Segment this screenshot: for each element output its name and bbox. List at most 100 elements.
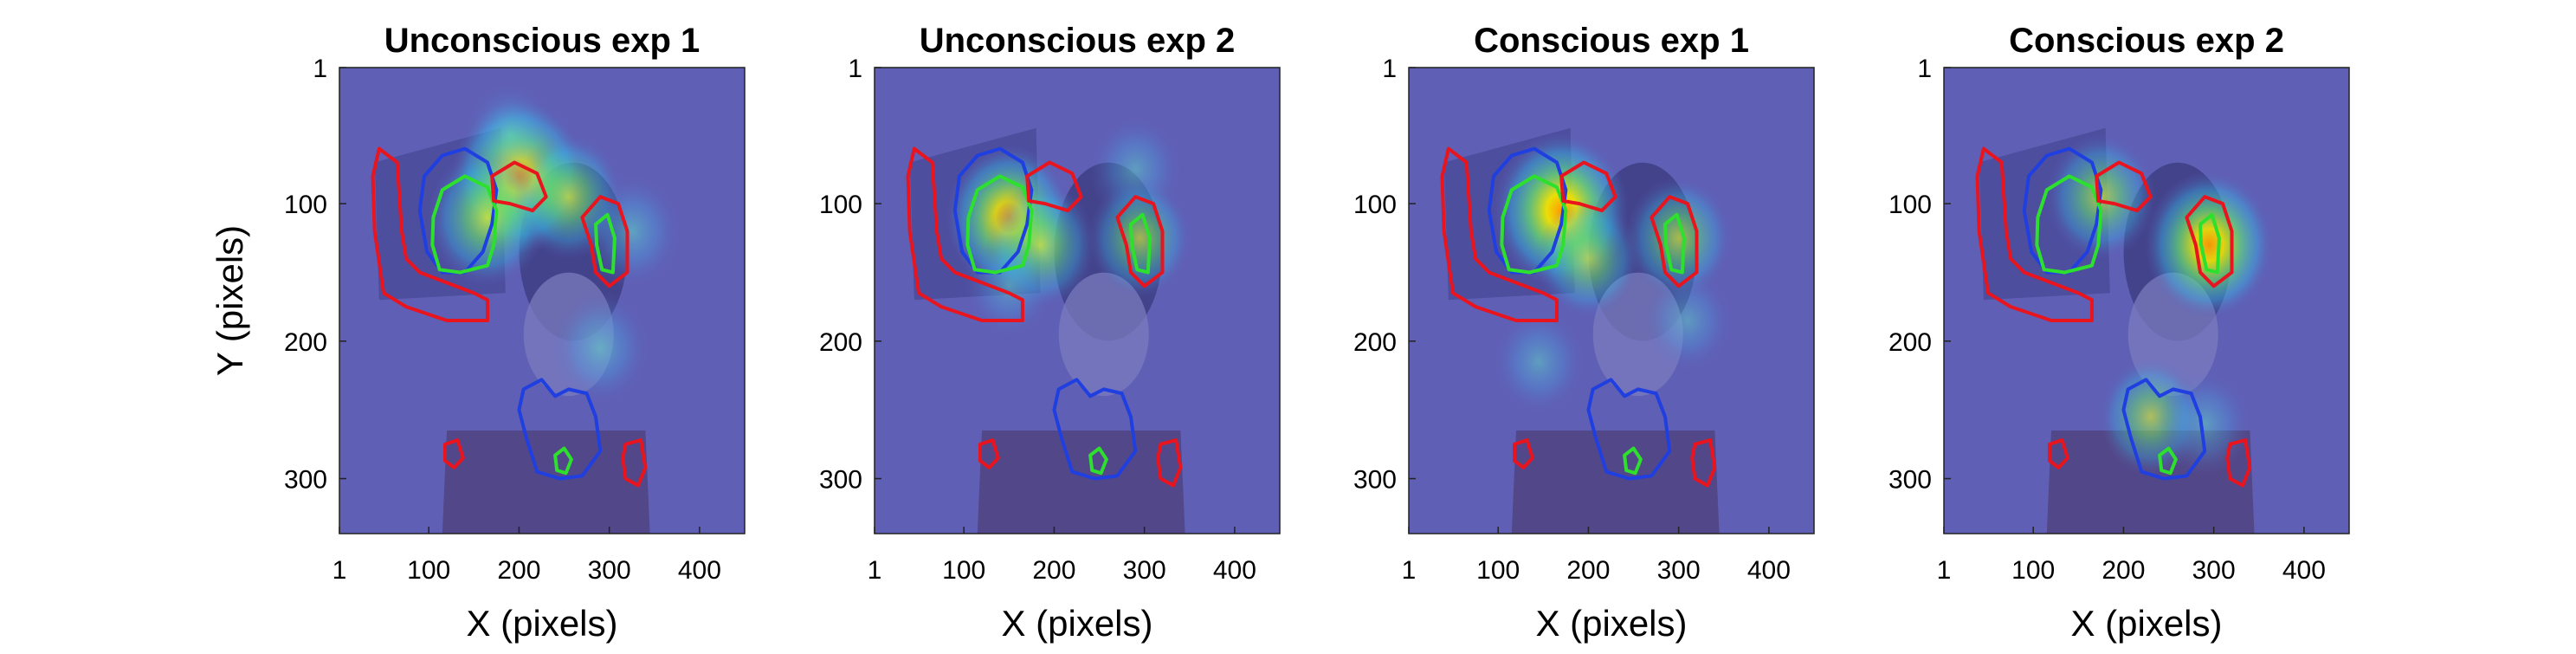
x-tick-label: 100 [407, 556, 450, 585]
contour-green-vase-right [1129, 212, 1152, 275]
panel-3: Conscious exp 1 1 100 200 300 400 1 100 200 300 X … [1353, 22, 1815, 644]
contour-red-vase-right [2185, 195, 2234, 288]
heat-spot-3 [1625, 176, 1733, 300]
x-tick-label: 300 [1123, 556, 1166, 585]
contour-blue-bowl [1586, 378, 1672, 481]
contour-red-stool-right [2225, 438, 2252, 488]
x-tick-label: 1 [332, 556, 347, 585]
panel-4: Conscious exp 2 1 100 200 300 400 1 100 200 300 X … [1888, 22, 2350, 644]
heatmap-layer [906, 114, 1192, 534]
contour-red-stool-left [442, 438, 465, 469]
y-tick-label: 1 [1382, 55, 1397, 83]
x-tick-label: 300 [1657, 556, 1701, 585]
scene-stool [442, 430, 650, 534]
heatmap-layer [1975, 127, 2274, 534]
x-tick-label: 1 [1937, 556, 1952, 585]
axes-box [1943, 67, 2350, 534]
x-tick-label: 400 [2282, 556, 2326, 585]
y-axis-label: Y (pixels) [210, 225, 250, 376]
contour-red-vase-right [1115, 195, 1165, 288]
axes-box [1408, 67, 1815, 534]
x-tick-label: 100 [942, 556, 985, 585]
x-axis-label: X (pixels) [466, 603, 617, 644]
x-tick-label: 100 [1476, 556, 1520, 585]
contour-red-frame-left [1440, 146, 1559, 323]
scene-stool [1511, 430, 1720, 534]
contour-red-stool-left [978, 438, 1000, 469]
y-tick-label: 300 [284, 466, 327, 495]
contour-red-stool-left [2047, 438, 2069, 469]
panel-title: Conscious exp 2 [2009, 22, 2284, 60]
x-tick-label: 200 [1032, 556, 1075, 585]
contour-green-bowl [1623, 446, 1643, 476]
contour-green-vase-right [2198, 212, 2221, 275]
contour-green-painting [430, 174, 499, 275]
scene-vase [1058, 272, 1149, 397]
axes-box [874, 67, 1281, 534]
contour-green-vase-right [1663, 212, 1686, 275]
heat-spot-4 [1088, 178, 1192, 298]
contour-green-painting [965, 174, 1034, 275]
heat-spot-5 [963, 233, 1055, 339]
y-tick-label: 300 [1353, 466, 1397, 495]
scene-stool [977, 430, 1185, 534]
x-tick-label: 400 [1213, 556, 1256, 585]
y-tick-label: 300 [819, 466, 862, 495]
x-tick-label: 1 [868, 556, 882, 585]
contour-blue-bowl [517, 378, 603, 481]
contour-green-bowl [1088, 446, 1108, 476]
y-tick-label: 200 [1888, 328, 1932, 357]
y-tick-label: 100 [284, 191, 327, 219]
heat-spot-4 [581, 173, 682, 289]
heat-spot-6 [462, 81, 558, 190]
contour-green-vase-right [594, 212, 617, 275]
contour-green-bowl [2158, 446, 2178, 476]
x-axis-label: X (pixels) [1001, 603, 1152, 644]
y-tick-label: 300 [1888, 466, 1932, 495]
contour-red-painting-right [1025, 160, 1083, 213]
contour-red-frame-left [371, 146, 489, 323]
contour-red-frame-left [906, 146, 1024, 323]
y-tick-label: 1 [848, 55, 862, 83]
panel-1: Unconscious exp 1 1 100 200 300 400 1 100 200 300… [210, 22, 746, 644]
y-tick-label: 100 [819, 191, 862, 219]
contour-red-painting-right [1559, 160, 1617, 213]
heat-spot-2 [2145, 171, 2274, 320]
heat-spot-5 [550, 290, 651, 406]
contour-red-painting-right [2095, 160, 2153, 213]
contour-red-vase-right [580, 195, 629, 288]
contour-red-frame-left [1975, 146, 2094, 323]
x-tick-label: 300 [588, 556, 631, 585]
heat-spot-5 [1642, 268, 1733, 373]
contour-red-painting-right [490, 160, 548, 213]
y-tick-label: 1 [313, 55, 327, 83]
contour-red-stool-right [621, 438, 648, 488]
contour-green-painting [2035, 174, 2103, 275]
panel-title: Unconscious exp 1 [384, 22, 700, 60]
panel-title: Unconscious exp 2 [920, 22, 1236, 60]
x-axis-label: X (pixels) [2070, 603, 2222, 644]
contour-blue-bowl [1052, 378, 1138, 481]
panel-2: Unconscious exp 2 1 100 200 300 400 1 100 200 300… [819, 22, 1281, 644]
panel-title: Conscious exp 1 [1474, 22, 1749, 60]
x-tick-label: 300 [2192, 556, 2236, 585]
y-tick-label: 100 [1888, 191, 1932, 219]
contour-red-stool-right [1156, 438, 1183, 488]
heat-spot-2 [1536, 198, 1641, 319]
contour-blue-bowl [2121, 378, 2207, 481]
y-tick-label: 200 [284, 328, 327, 357]
x-tick-label: 400 [1747, 556, 1791, 585]
x-tick-label: 400 [678, 556, 721, 585]
y-tick-label: 1 [1917, 55, 1932, 83]
axes-box [339, 67, 746, 534]
contour-green-bowl [553, 446, 573, 476]
contour-green-painting [1500, 174, 1568, 275]
contour-red-stool-right [1690, 438, 1717, 488]
x-axis-label: X (pixels) [1535, 603, 1687, 644]
heatmap-layer [1440, 127, 1733, 534]
heatmap-layer [371, 81, 682, 534]
x-tick-label: 200 [497, 556, 540, 585]
x-tick-label: 200 [1566, 556, 1610, 585]
heat-spot-4 [1491, 308, 1586, 417]
